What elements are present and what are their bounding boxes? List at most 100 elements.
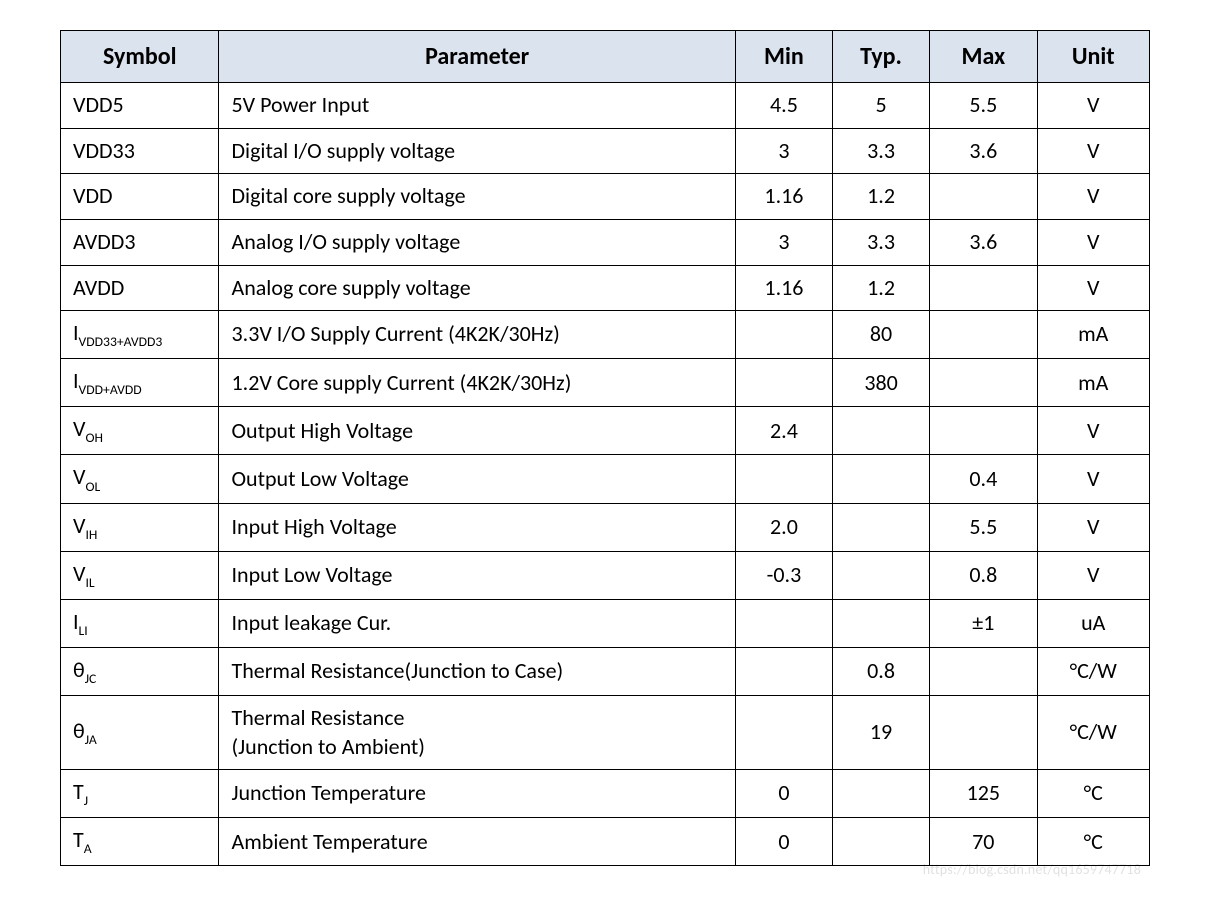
cell-symbol: AVDD3 [61,219,219,265]
table-row: TJJunction Temperature0125°C [61,770,1150,818]
cell-typ: 1.2 [833,174,930,220]
cell-typ [833,455,930,503]
cell-max: 5.5 [930,503,1037,551]
symbol-sub: OL [85,478,100,495]
col-header-parameter: Parameter [219,31,735,83]
cell-parameter: Digital core supply voltage [219,174,735,220]
col-header-unit: Unit [1037,31,1150,83]
cell-unit: mA [1037,359,1150,407]
cell-unit: V [1037,174,1150,220]
symbol-sub: VDD+AVDD [79,381,142,398]
cell-symbol: TA [61,818,219,866]
cell-parameter: Analog core supply voltage [219,265,735,311]
cell-unit: V [1037,83,1150,129]
cell-unit: V [1037,219,1150,265]
cell-symbol: VOH [61,407,219,455]
cell-typ: 380 [833,359,930,407]
col-header-symbol: Symbol [61,31,219,83]
cell-symbol: VDD33 [61,128,219,174]
symbol-sub: J [84,792,88,809]
table-row: VDD33Digital I/O supply voltage33.33.6V [61,128,1150,174]
cell-typ: 80 [833,311,930,359]
cell-min [735,311,832,359]
cell-typ [833,503,930,551]
symbol-main: T [73,826,84,853]
cell-min: 0 [735,818,832,866]
cell-parameter: Output High Voltage [219,407,735,455]
symbol-sub: JA [85,731,97,748]
cell-typ: 5 [833,83,930,129]
cell-max: 5.5 [930,83,1037,129]
cell-max: 3.6 [930,128,1037,174]
cell-unit: V [1037,503,1150,551]
table-row: IVDD33+AVDD33.3V I/O Supply Current (4K2… [61,311,1150,359]
cell-symbol: AVDD [61,265,219,311]
cell-symbol: VDD5 [61,83,219,129]
col-header-typ: Typ. [833,31,930,83]
cell-min: 3 [735,219,832,265]
cell-symbol: VIL [61,551,219,599]
symbol-sub: JC [85,670,97,687]
cell-max: 0.8 [930,551,1037,599]
symbol-main: θ [73,656,85,683]
symbol-main: VDD5 [73,91,124,118]
cell-parameter: Analog I/O supply voltage [219,219,735,265]
symbol-sub: VDD33+AVDD3 [79,333,163,350]
cell-typ: 3.3 [833,219,930,265]
cell-max [930,265,1037,311]
cell-unit: V [1037,265,1150,311]
cell-unit: V [1037,551,1150,599]
cell-min: 3 [735,128,832,174]
col-header-min: Min [735,31,832,83]
cell-symbol: θJA [61,696,219,770]
cell-unit: V [1037,128,1150,174]
symbol-main: V [73,560,85,587]
table-row: VDDDigital core supply voltage1.161.2V [61,174,1150,220]
cell-parameter: Input High Voltage [219,503,735,551]
symbol-sub: OH [85,429,103,446]
page: Symbol Parameter Min Typ. Max Unit VDD5 5… [0,0,1211,896]
cell-parameter: Junction Temperature [219,770,735,818]
cell-parameter: Input Low Voltage [219,551,735,599]
cell-typ [833,818,930,866]
cell-min: 1.16 [735,174,832,220]
table-row: VOHOutput High Voltage2.4V [61,407,1150,455]
symbol-sub: IL [85,574,94,591]
cell-min: 1.16 [735,265,832,311]
symbol-main: AVDD3 [73,228,135,255]
cell-symbol: ILI [61,599,219,647]
symbol-sub: LI [79,622,88,639]
cell-max: 3.6 [930,219,1037,265]
cell-symbol: θJC [61,647,219,695]
table-row: TAAmbient Temperature070°C [61,818,1150,866]
cell-max: ±1 [930,599,1037,647]
table-row: θJCThermal Resistance(Junction to Case)0… [61,647,1150,695]
cell-symbol: VOL [61,455,219,503]
cell-typ [833,599,930,647]
table-body: VDD55V Power Input4.555.5VVDD33Digital I… [61,83,1150,866]
cell-parameter: 5V Power Input [219,83,735,129]
cell-max [930,359,1037,407]
cell-unit: °C [1037,770,1150,818]
table-head: Symbol Parameter Min Typ. Max Unit [61,31,1150,83]
table-row: VDD55V Power Input4.555.5V [61,83,1150,129]
cell-max [930,696,1037,770]
table-row: θJAThermal Resistance(Junction to Ambien… [61,696,1150,770]
cell-typ [833,407,930,455]
cell-parameter: Thermal Resistance(Junction to Case) [219,647,735,695]
symbol-sub: IH [85,526,97,543]
cell-typ: 3.3 [833,128,930,174]
symbol-main: AVDD [73,274,124,301]
table-row: VIHInput High Voltage2.05.5V [61,503,1150,551]
table-row: IVDD+AVDD1.2V Core supply Current (4K2K/… [61,359,1150,407]
cell-parameter: Thermal Resistance(Junction to Ambient) [219,696,735,770]
cell-typ: 1.2 [833,265,930,311]
symbol-main: I [73,319,79,346]
cell-unit: V [1037,455,1150,503]
symbol-main: V [73,512,85,539]
cell-symbol: IVDD+AVDD [61,359,219,407]
table-row: VOLOutput Low Voltage0.4V [61,455,1150,503]
cell-max [930,311,1037,359]
cell-symbol: TJ [61,770,219,818]
cell-parameter: Digital I/O supply voltage [219,128,735,174]
